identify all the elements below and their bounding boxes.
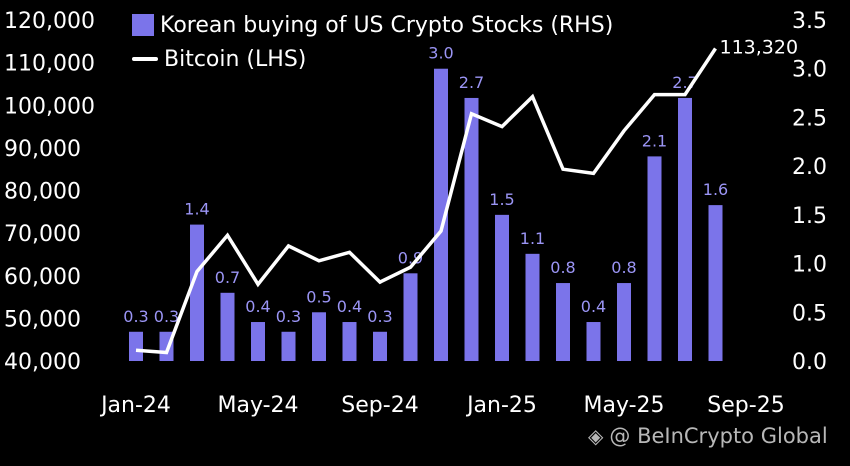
legend-swatch-bar [132,14,154,36]
bar-data-label: 0.4 [337,297,362,316]
left-axis-tick-label: 80,000 [4,180,81,205]
x-axis-tick-label: Sep-24 [341,393,418,418]
left-axis-tick-label: 90,000 [4,137,81,162]
bar [251,322,265,361]
x-axis-tick-label: May-25 [583,393,664,418]
bar [678,97,692,361]
bar-data-label: 0.9 [398,248,423,267]
bar [281,331,296,361]
bar [220,292,235,361]
bar-data-label: 0.3 [367,307,392,326]
right-axis-tick-label: 1.0 [792,253,827,278]
bar-labels: 0.3 0.3 1.4 0.7 0.4 0.3 0.5 0.4 0.3 0.9 3.0 2.7 1.5 1… [123,44,728,326]
bar-data-label: 2.1 [642,131,667,150]
left-axis-tick-label: 60,000 [4,265,81,290]
left-axis-tick-label: 40,000 [4,350,81,375]
right-axis-tick-label: 3.5 [792,9,827,34]
right-axis-tick-label: 2.5 [792,106,827,131]
bar [525,253,540,361]
bar [556,283,570,361]
bar [342,322,357,361]
x-axis-tick-label: Jan-25 [465,393,537,418]
bar-data-label: 2.7 [459,73,484,92]
right-axis-tick-label: 1.5 [792,204,827,229]
legend-item-bars: Korean buying of US Crypto Stocks (RHS) [132,8,613,42]
bar [495,214,509,361]
left-axis: 40,000 50,000 60,000 70,000 80,000 90,000 100,… [4,9,95,375]
left-axis-tick-label: 70,000 [4,222,81,247]
legend-swatch-line [132,57,158,61]
line-series: 113,320 [135,36,799,355]
right-axis-tick-label: 0.5 [792,301,827,326]
bar-data-label: 0.4 [581,297,606,316]
x-axis: Jan-24 May-24 Sep-24 Jan-25 May-25 Sep-25 [99,393,785,418]
left-axis-tick-label: 110,000 [4,52,95,77]
bar [190,224,204,361]
bar-data-label: 3.0 [428,44,453,63]
bar-data-label: 1.1 [520,229,545,248]
bar-data-label: 0.3 [276,307,301,326]
bitcoin-line [135,47,717,355]
bar-data-label: 0.5 [306,287,331,306]
bar [312,312,326,361]
bar [586,322,601,361]
bitcoin-end-label: 113,320 [720,36,799,58]
bar-series [129,68,723,361]
bar-data-label: 0.3 [123,307,148,326]
legend-label-line: Bitcoin (LHS) [164,46,307,72]
legend: Korean buying of US Crypto Stocks (RHS) … [132,8,613,76]
right-axis: 0.0 0.5 1.0 1.5 2.0 2.5 3.0 3.5 [792,9,827,375]
bar [708,205,723,361]
bar [647,156,662,361]
legend-item-line: Bitcoin (LHS) [132,42,613,76]
bar [434,68,448,361]
right-axis-tick-label: 0.0 [792,350,827,375]
right-axis-tick-label: 3.0 [792,58,827,83]
left-axis-tick-label: 120,000 [4,9,95,34]
bar [373,331,387,361]
left-axis-tick-label: 100,000 [4,94,95,119]
bar-data-label: 1.6 [703,180,728,199]
bar-data-label: 1.5 [489,190,514,209]
bar [617,283,631,361]
watermark: ◈ @ BeInCrypto Global [588,424,828,448]
x-axis-tick-label: Jan-24 [99,393,171,418]
x-axis-tick-label: Sep-25 [707,393,784,418]
diamond-logo-icon: ◈ [588,424,604,448]
watermark-text: @ BeInCrypto Global [609,424,828,448]
bar [129,331,143,361]
bar-data-label: 0.8 [550,258,575,277]
legend-label-bars: Korean buying of US Crypto Stocks (RHS) [160,12,614,38]
left-axis-tick-label: 50,000 [4,307,81,332]
bar-data-label: 0.7 [215,268,240,287]
bar [464,97,479,361]
bar-data-label: 0.8 [611,258,636,277]
bar-data-label: 0.3 [154,307,179,326]
x-axis-tick-label: May-24 [217,393,298,418]
bar-data-label: 1.4 [184,200,209,219]
bar [403,273,418,361]
bar-data-label: 0.4 [245,297,270,316]
right-axis-tick-label: 2.0 [792,155,827,180]
